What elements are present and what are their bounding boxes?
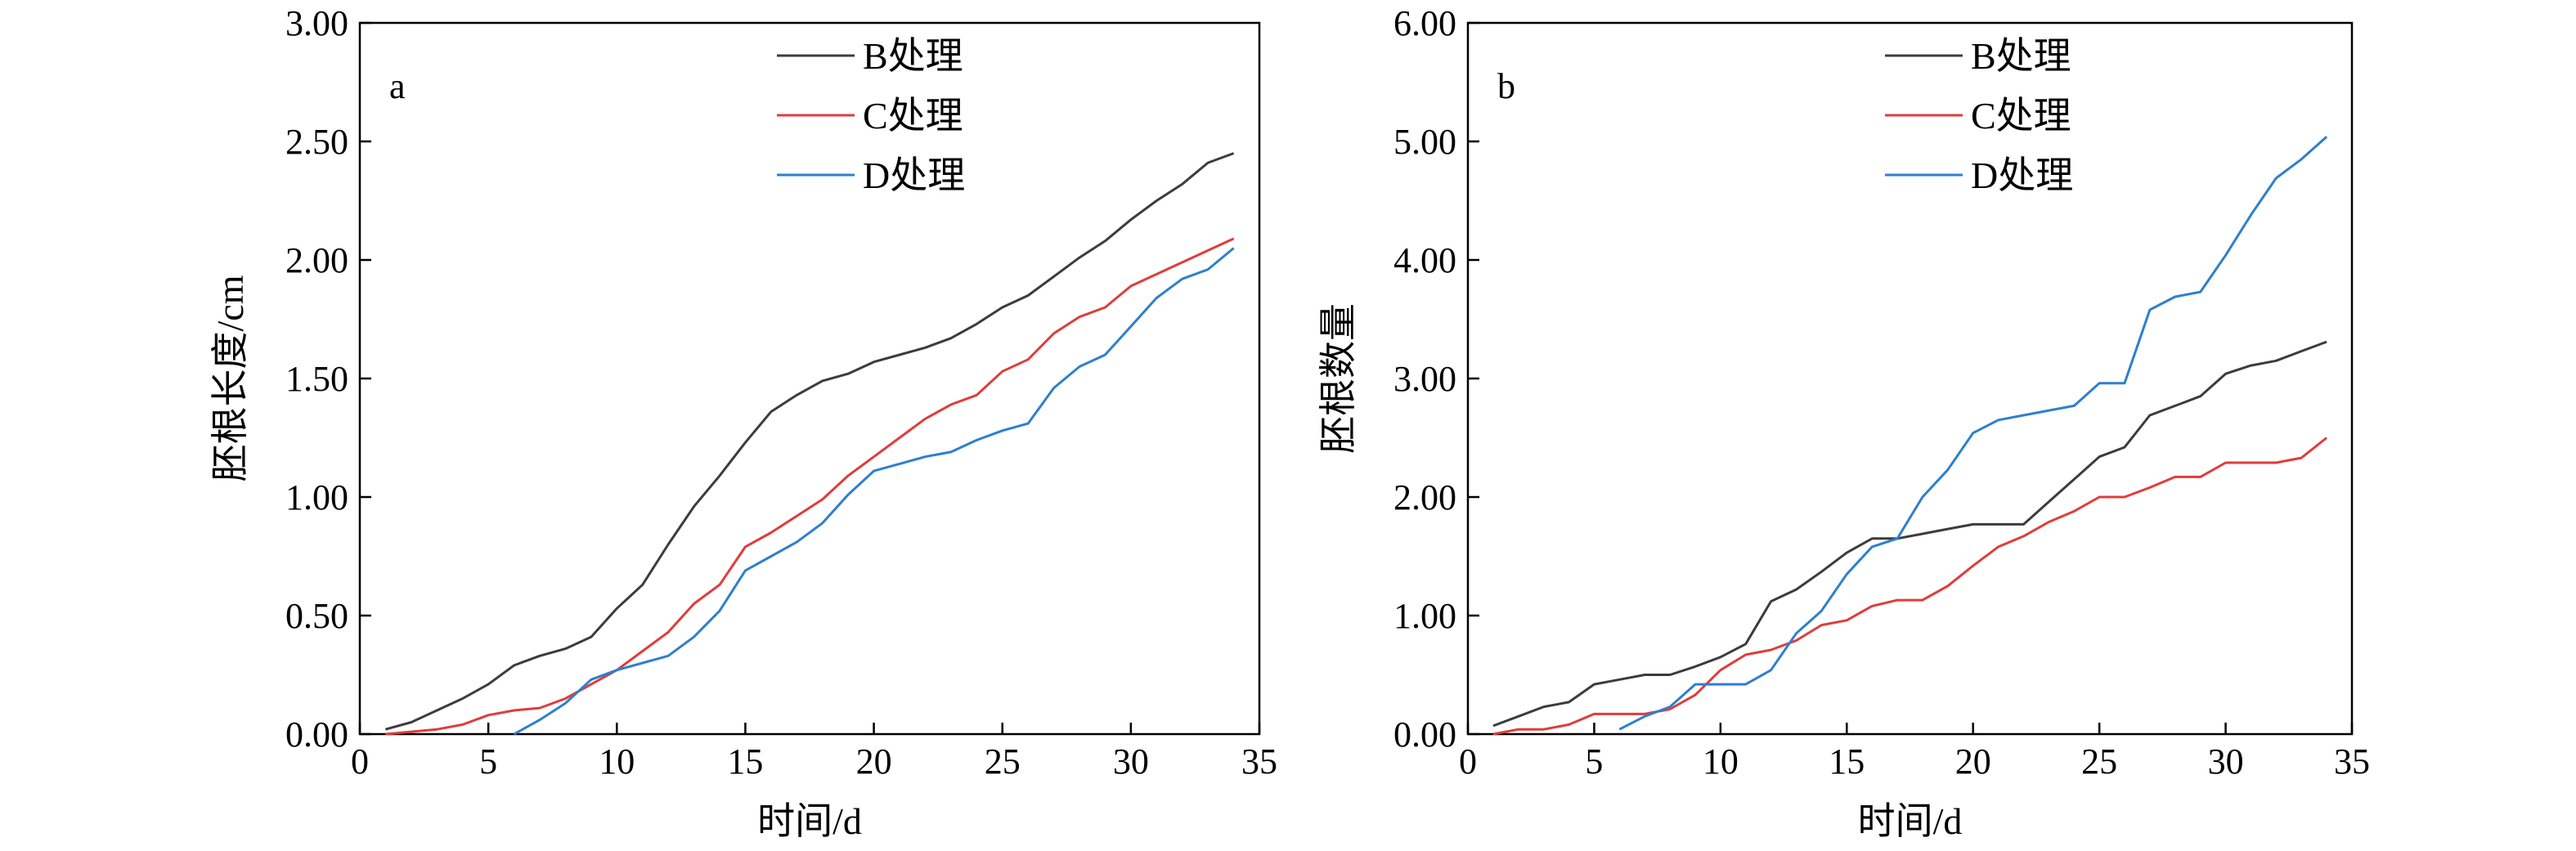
y-tick-label: 5.00: [1393, 122, 1456, 162]
y-tick-label: 1.50: [285, 359, 348, 399]
x-tick-label: 10: [599, 741, 635, 782]
x-axis-label: 时间/d: [757, 800, 862, 842]
chart-panel-b: 0 5 10 15 20 25 30 35 0.00 1.00 2.00 3.00 4.00 5.00 6.…: [1317, 3, 2370, 842]
series-line-3: [1618, 136, 2328, 731]
y-tick-label: 0.00: [285, 714, 348, 755]
y-tick-label: 4.00: [1393, 240, 1456, 280]
series-line-1: [1492, 340, 2327, 728]
x-tick-label: 20: [856, 741, 892, 782]
chart-panel-a: 0 5 10 15 20 25 30 35 0.00 0.50 1.00 1.50 2.00 2.50 3.…: [209, 3, 1277, 842]
legend-label: C处理: [863, 95, 963, 137]
y-tick-label: 6.00: [1393, 3, 1456, 43]
y-axis-label: 胚根数量: [1317, 303, 1359, 454]
x-tick-label: 5: [1585, 741, 1603, 782]
series-line-3: [513, 247, 1235, 736]
x-tick-label: 25: [985, 741, 1021, 782]
x-tick-label: 35: [1241, 741, 1277, 782]
x-tick-label: 5: [479, 741, 497, 782]
y-tick-label: 1.00: [285, 477, 348, 517]
x-tick-label: 30: [1113, 741, 1149, 782]
series-line-2: [385, 237, 1235, 736]
x-axis-label: 时间/d: [1858, 800, 1963, 842]
legend-label: D处理: [1971, 155, 2073, 196]
series-line-1: [385, 152, 1235, 731]
y-tick-label: 0.50: [285, 596, 348, 636]
x-tick-label: 35: [2334, 741, 2370, 782]
y-axis-label: 胚根长度/cm: [209, 275, 251, 481]
x-tick-label: 15: [727, 741, 763, 782]
x-tick-label: 15: [1829, 741, 1865, 782]
x-tick-label: 30: [2208, 741, 2244, 782]
y-tick-label: 2.00: [285, 240, 348, 280]
y-tick-label: 0.00: [1393, 714, 1456, 755]
y-tick-label: 3.00: [1393, 359, 1456, 399]
x-tick-label: 10: [1703, 741, 1739, 782]
x-tick-label: 25: [2081, 741, 2117, 782]
y-tick-label: 2.00: [1393, 477, 1456, 517]
x-tick-label: 0: [351, 741, 369, 782]
legend-label: B处理: [863, 35, 963, 77]
y-tick-label: 3.00: [285, 3, 348, 43]
plot-frame: [358, 21, 1261, 736]
panel-letter: b: [1497, 66, 1515, 106]
series-line-2: [1492, 437, 2328, 736]
y-tick-label: 1.00: [1393, 596, 1456, 636]
y-tick-label: 2.50: [285, 122, 348, 162]
legend-label: D处理: [863, 155, 965, 196]
legend-label: C处理: [1971, 95, 2071, 137]
legend-label: B处理: [1971, 35, 2071, 77]
x-tick-label: 20: [1955, 741, 1991, 782]
panel-letter: a: [389, 66, 406, 106]
x-tick-label: 0: [1459, 741, 1477, 782]
